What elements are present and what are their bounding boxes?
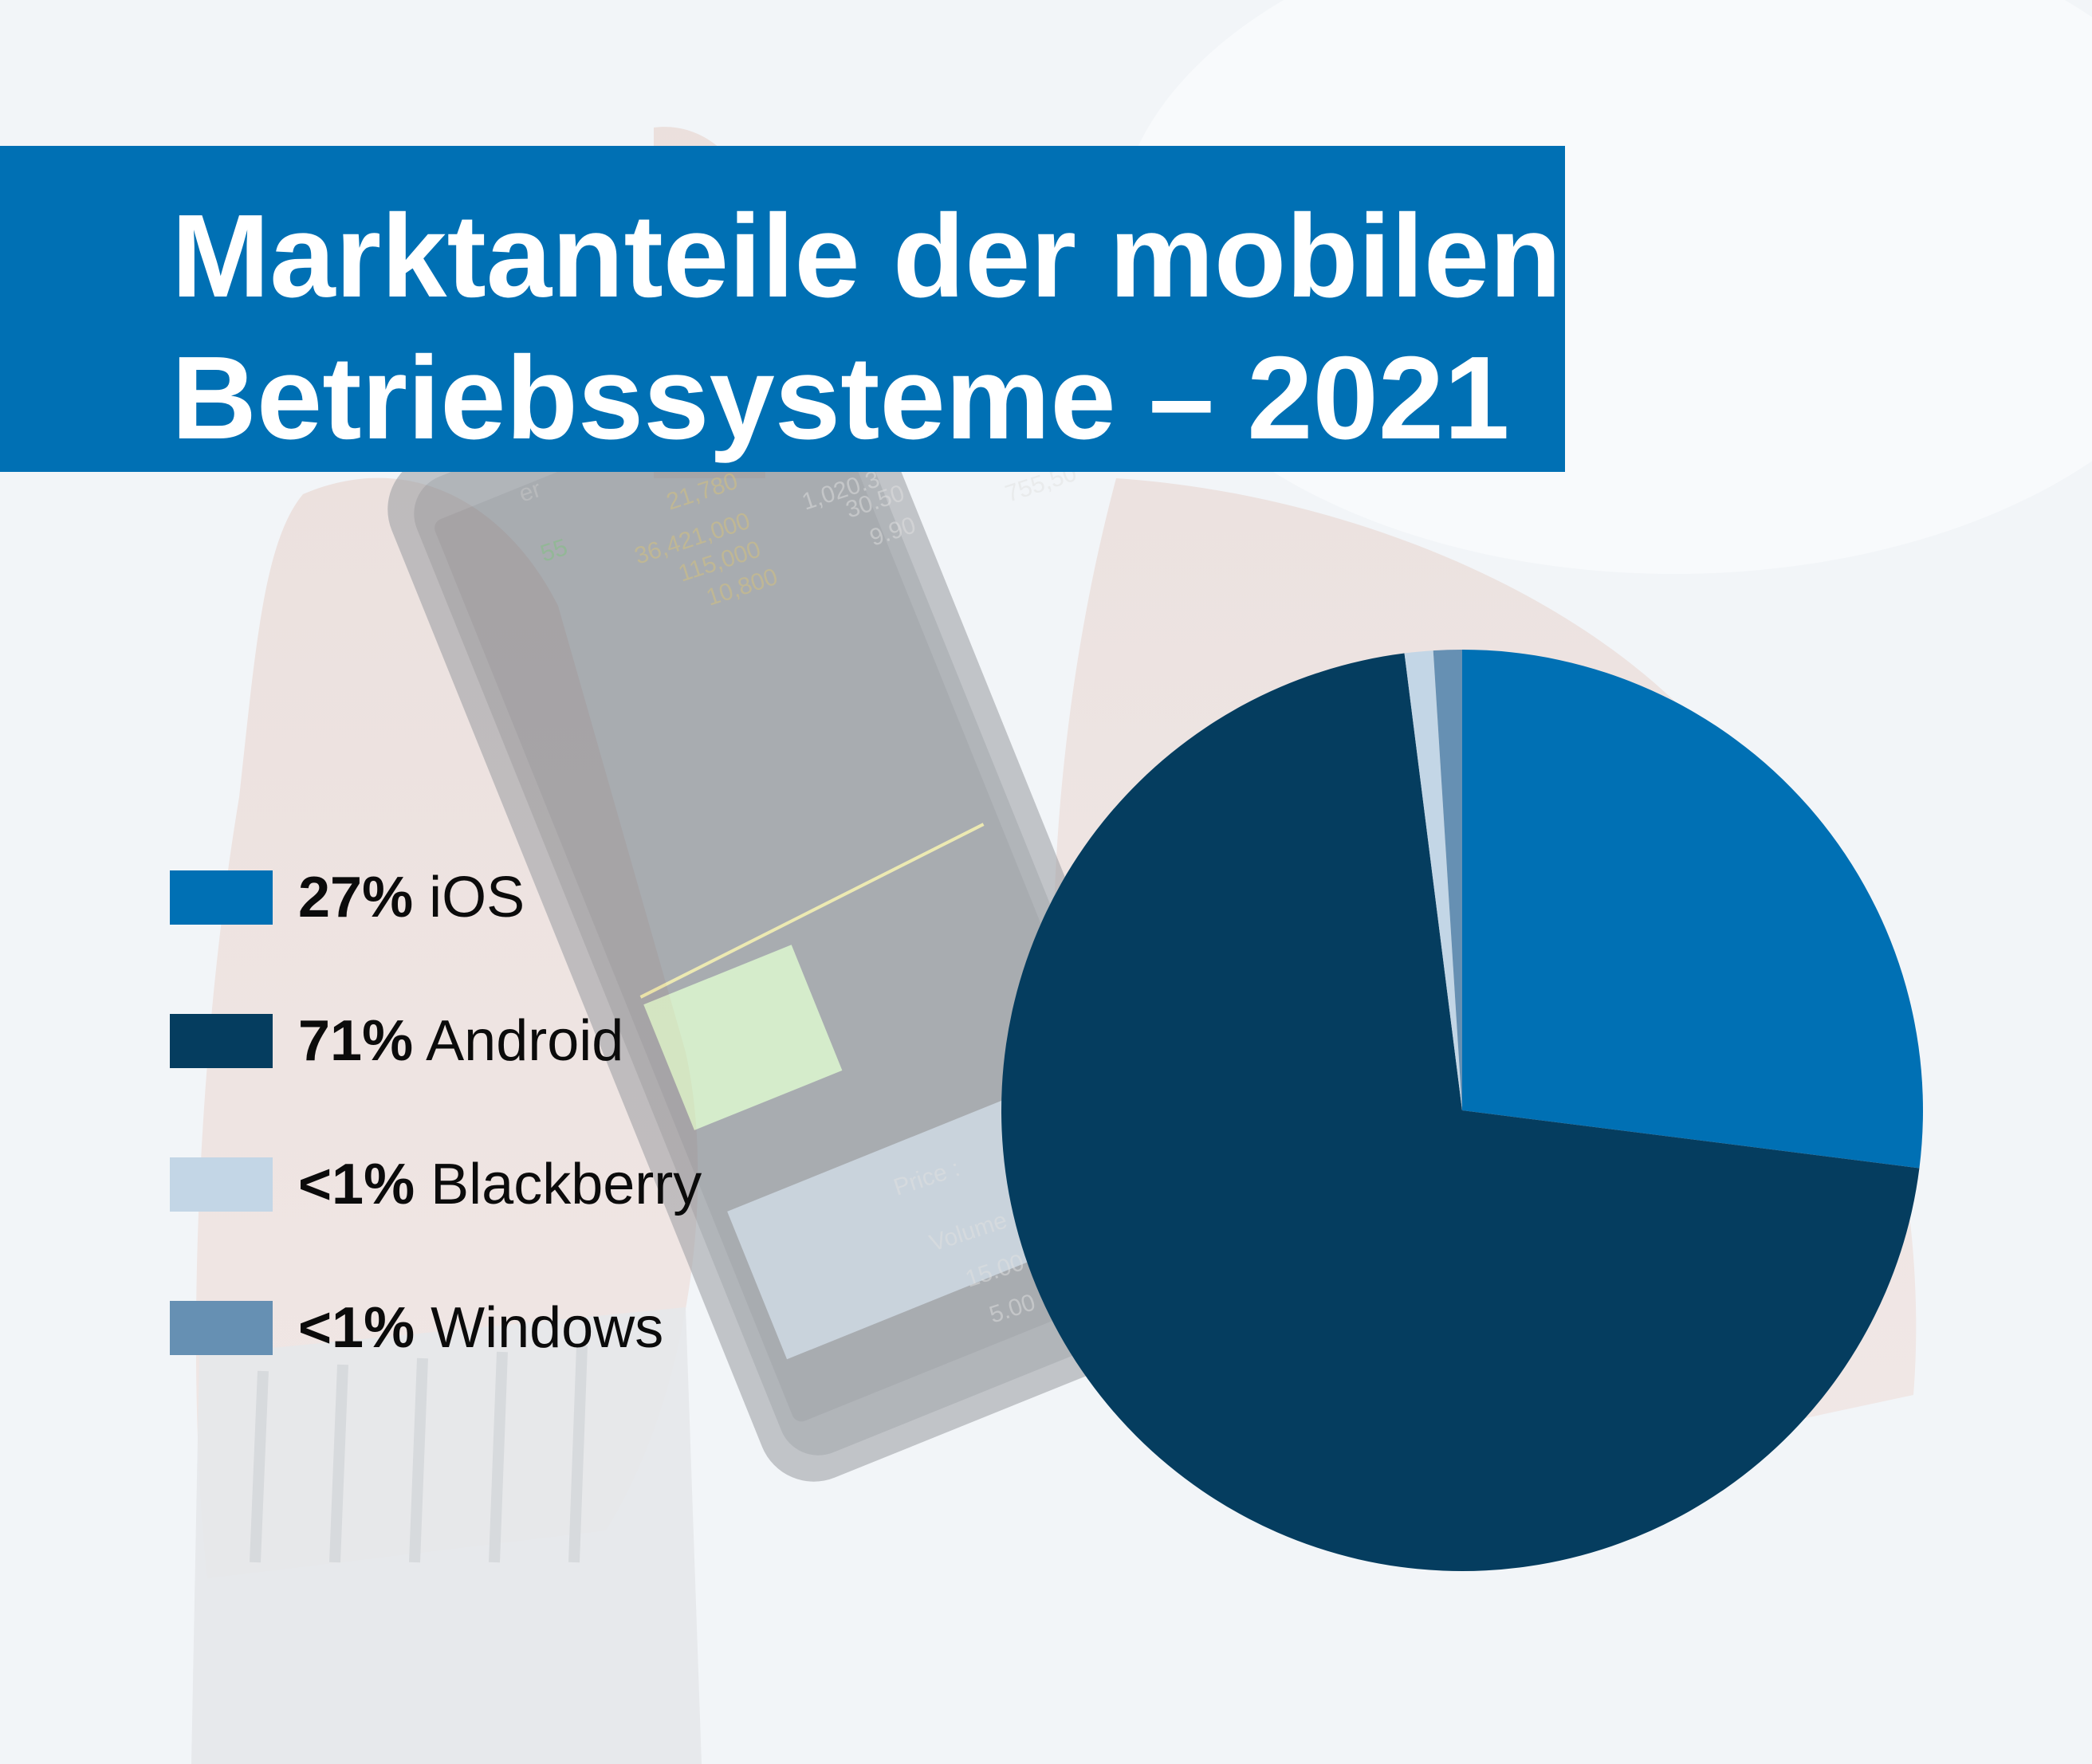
pie-slice-ios bbox=[1462, 650, 1923, 1168]
